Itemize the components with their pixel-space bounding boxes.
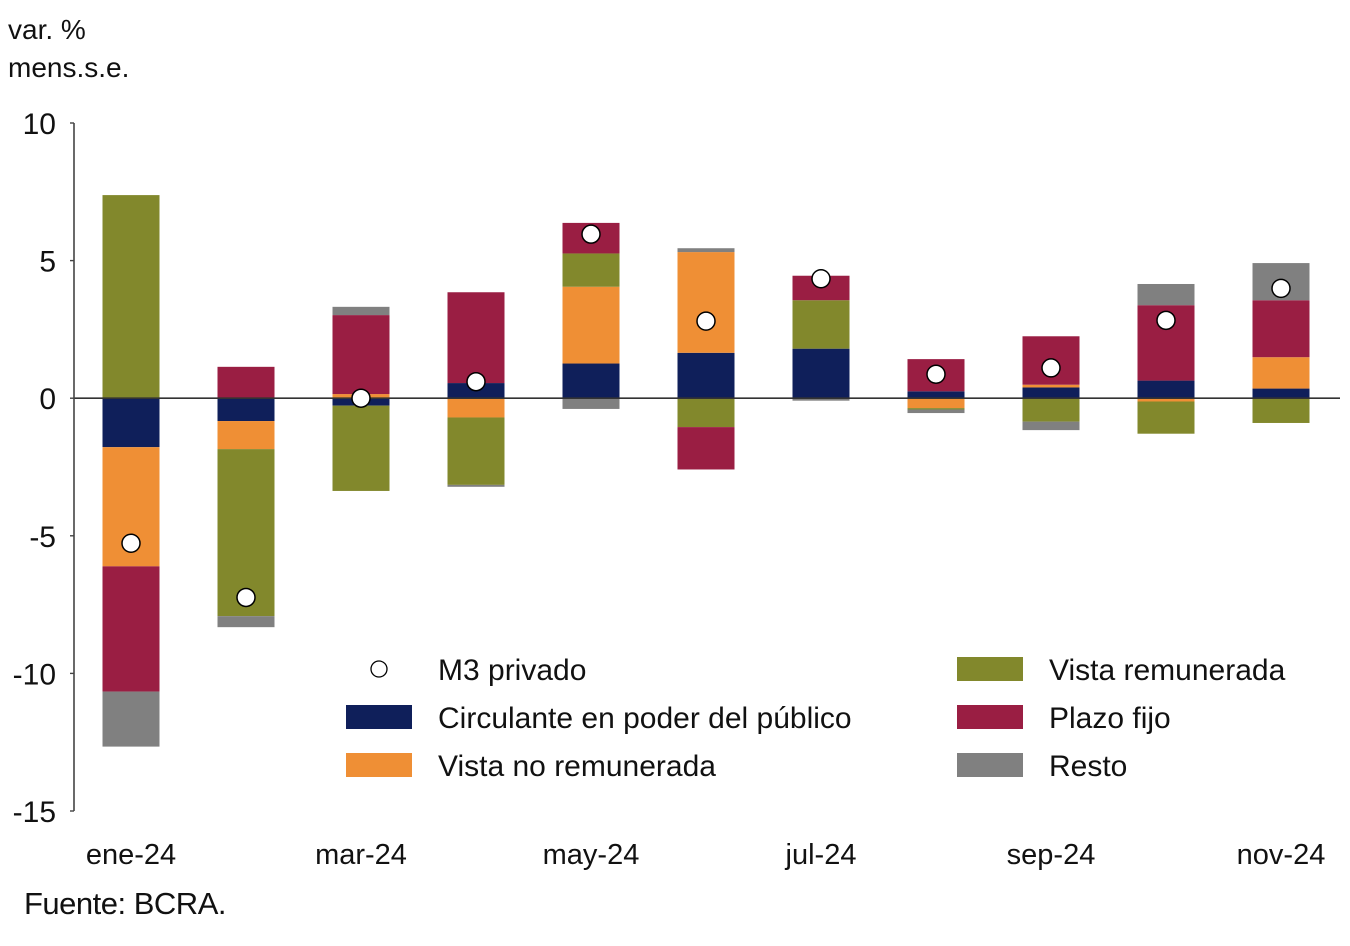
- y-tick-label: -5: [29, 521, 56, 554]
- legend-swatch: [957, 753, 1023, 777]
- bar-segment-circulante-en-poder-del-p-blico: [1137, 380, 1195, 399]
- y-tick-label: 5: [39, 246, 56, 279]
- bar-segment-vista-remunerada: [792, 300, 850, 349]
- bar-segment-plazo-fijo: [217, 366, 275, 399]
- bar-segment-circulante-en-poder-del-p-blico: [217, 398, 275, 422]
- bar-segment-vista-no-remunerada: [1022, 384, 1080, 388]
- m3-privado-marker: [1041, 358, 1061, 378]
- legend-item: Vista remunerada: [957, 654, 1286, 687]
- bar-segment-vista-remunerada: [102, 195, 160, 399]
- bar-segment-plazo-fijo: [447, 292, 505, 384]
- x-tick-label: sep-24: [1007, 839, 1096, 871]
- bar-segment-circulante-en-poder-del-p-blico: [1022, 387, 1080, 399]
- legend: M3 privado Vista remunerada Circulante en …: [346, 654, 1286, 783]
- bars-layer: [102, 195, 1310, 747]
- legend-label: Circulante en poder del público: [438, 702, 852, 735]
- bar-segment-resto: [1137, 283, 1195, 306]
- y-tick-label: 10: [23, 108, 56, 141]
- bar-segment-circulante-en-poder-del-p-blico: [562, 363, 620, 399]
- legend-marker-icon: [370, 660, 388, 678]
- y-axis-label-line-2: mens.s.e.: [8, 52, 130, 83]
- bar-segment-resto: [562, 398, 620, 409]
- bar-segment-vista-no-remunerada: [217, 421, 275, 450]
- bar-segment-vista-no-remunerada: [1137, 398, 1195, 402]
- x-tick-label: may-24: [543, 839, 640, 871]
- m3-privado-marker: [121, 533, 141, 553]
- bar-segment-circulante-en-poder-del-p-blico: [677, 352, 735, 399]
- source-note: Fuente: BCRA.: [24, 886, 226, 921]
- legend-swatch: [346, 705, 412, 729]
- legend-item: Plazo fijo: [957, 702, 1171, 735]
- bar-segment-vista-remunerada: [907, 408, 965, 410]
- legend-item: Vista no remunerada: [346, 750, 716, 783]
- x-tick-label: nov-24: [1237, 839, 1326, 871]
- m3-privado-marker: [236, 587, 256, 608]
- y-axis-label-line-1: var. %: [8, 14, 86, 45]
- bar-segment-plazo-fijo: [332, 315, 390, 395]
- m3-privado-marker: [466, 371, 486, 392]
- bar-segment-circulante-en-poder-del-p-blico: [907, 391, 965, 399]
- bar-segment-vista-remunerada: [562, 253, 620, 287]
- bar-segment-circulante-en-poder-del-p-blico: [792, 348, 850, 399]
- bar-segment-plazo-fijo: [102, 566, 160, 692]
- x-tick-label: ene-24: [86, 839, 176, 871]
- m3-privado-marker: [811, 269, 831, 289]
- m3-privado-marker: [696, 311, 716, 331]
- bar-segment-plazo-fijo: [1252, 300, 1310, 358]
- x-tick-label: mar-24: [315, 839, 407, 871]
- legend-swatch: [346, 753, 412, 777]
- legend-swatch: [957, 705, 1023, 729]
- y-tick-label: -15: [13, 796, 56, 829]
- legend-item: M3 privado: [370, 654, 586, 687]
- bar-segment-circulante-en-poder-del-p-blico: [1252, 388, 1310, 399]
- bar-segment-vista-no-remunerada: [447, 398, 505, 418]
- bar-segment-vista-no-remunerada: [907, 398, 965, 409]
- legend-label: Vista no remunerada: [438, 750, 716, 783]
- x-tick-label: jul-24: [785, 839, 857, 871]
- bar-segment-circulante-en-poder-del-p-blico: [102, 398, 160, 448]
- m3-markers: [121, 224, 1291, 608]
- bar-segment-vista-remunerada: [447, 417, 505, 485]
- bar-segment-vista-no-remunerada: [1252, 357, 1310, 389]
- legend-label: Vista remunerada: [1049, 654, 1286, 687]
- legend-item: Resto: [957, 750, 1127, 783]
- legend-label: Plazo fijo: [1049, 702, 1171, 735]
- y-tick-label: -10: [13, 658, 56, 691]
- bar-segment-resto: [332, 306, 390, 316]
- bar-segment-resto: [102, 691, 160, 747]
- bar-segment-vista-remunerada: [1022, 398, 1080, 422]
- legend-item: Circulante en poder del público: [346, 702, 852, 735]
- m3-privado-marker: [581, 224, 601, 244]
- y-ticks: 10 5 0 -5 -10 -15: [13, 108, 74, 829]
- m3-privado-marker: [351, 388, 371, 408]
- bar-segment-vista-remunerada: [1252, 398, 1310, 423]
- bar-segment-resto: [217, 616, 275, 628]
- x-ticks: ene-24 mar-24 may-24 jul-24 sep-24 nov-24: [86, 839, 1325, 871]
- bar-segment-resto: [907, 409, 965, 414]
- bar-segment-vista-remunerada: [332, 405, 390, 491]
- bar-segment-vista-no-remunerada: [677, 252, 735, 353]
- bar-segment-vista-remunerada: [1137, 401, 1195, 434]
- bar-segment-plazo-fijo: [677, 427, 735, 470]
- bar-segment-vista-remunerada: [677, 398, 735, 428]
- bar-segment-resto: [792, 398, 850, 401]
- bar-segment-vista-no-remunerada: [562, 286, 620, 364]
- m3-privado-marker: [926, 364, 946, 385]
- legend-label: M3 privado: [438, 654, 586, 687]
- m3-privado-marker: [1271, 278, 1291, 299]
- y-tick-label: 0: [39, 383, 56, 416]
- bar-segment-resto: [677, 248, 735, 253]
- bar-segment-resto: [1022, 421, 1080, 431]
- bar-segment-resto: [447, 484, 505, 487]
- legend-swatch: [957, 657, 1023, 681]
- m3-privado-marker: [1156, 310, 1176, 331]
- legend-label: Resto: [1049, 750, 1127, 783]
